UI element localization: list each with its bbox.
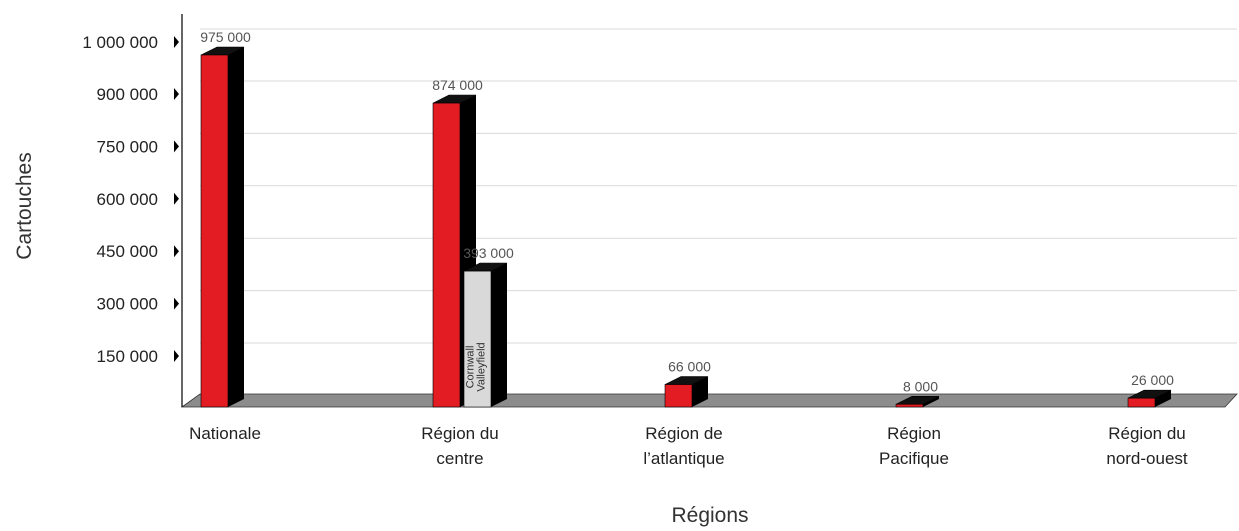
floor-plane — [180, 393, 1238, 408]
bar-side — [491, 263, 507, 407]
x-tick-label: nord-ouest — [1106, 449, 1188, 468]
bar-side — [228, 47, 244, 407]
y-tick-label: 300 000 — [97, 295, 158, 314]
x-tick-label: l’atlantique — [643, 449, 724, 468]
x-tick-label: Région du — [421, 424, 499, 443]
tick-marker — [174, 36, 179, 48]
y-axis-title: Cartouches — [13, 152, 36, 259]
bar — [664, 384, 693, 408]
y-tick-label: 450 000 — [97, 242, 158, 261]
bar-value-label: 393 000 — [463, 245, 514, 261]
bar-value-label: 975 000 — [200, 29, 251, 45]
x-tick-label: Pacifique — [879, 449, 949, 468]
x-tick-label: Région — [887, 424, 941, 443]
bars: 975 000 874 000 393 000 Cornwall Valleyfield… — [200, 29, 1174, 408]
y-tick-label: 600 000 — [97, 190, 158, 209]
bar — [432, 102, 461, 408]
y-tick-label: 150 000 — [97, 347, 158, 366]
y-tick-label: 750 000 — [97, 137, 158, 156]
x-tick-label: Région du — [1108, 424, 1186, 443]
tick-marker — [174, 297, 179, 310]
bar-side — [1155, 390, 1171, 407]
x-axis-title: Régions — [671, 504, 748, 527]
bar-value-label: 26 000 — [1131, 372, 1174, 388]
bar — [1127, 397, 1156, 408]
tick-marker — [174, 140, 179, 153]
tick-marker — [174, 88, 179, 100]
bar-side — [692, 376, 708, 407]
tick-marker — [174, 192, 179, 205]
y-axis: 150 000 300 000 450 000 600 000 750 000 900 0… — [82, 14, 183, 407]
y-tick-label: 1 000 000 — [82, 33, 158, 52]
bar — [895, 403, 924, 408]
grid-lines — [200, 28, 1237, 344]
x-tick-label: centre — [436, 449, 483, 468]
x-tick-label: Nationale — [189, 424, 261, 443]
bar — [200, 54, 229, 408]
bar-value-label: 874 000 — [432, 77, 483, 93]
bar — [463, 270, 492, 408]
tick-marker — [174, 350, 179, 362]
y-tick-label: 900 000 — [97, 85, 158, 104]
x-tick-label: Région de — [645, 424, 723, 443]
bar-side — [923, 396, 939, 407]
bar-inner-label: Valleyfield — [476, 342, 488, 391]
bar-value-label: 66 000 — [668, 359, 711, 375]
category-labels: Nationale Région du centre Région de l’atlan… — [189, 424, 1188, 468]
bar-value-label: 8 000 — [903, 378, 938, 394]
bar-inner-label: Cornwall — [465, 346, 477, 389]
tick-marker — [174, 245, 179, 258]
chart-floor — [180, 393, 1238, 408]
